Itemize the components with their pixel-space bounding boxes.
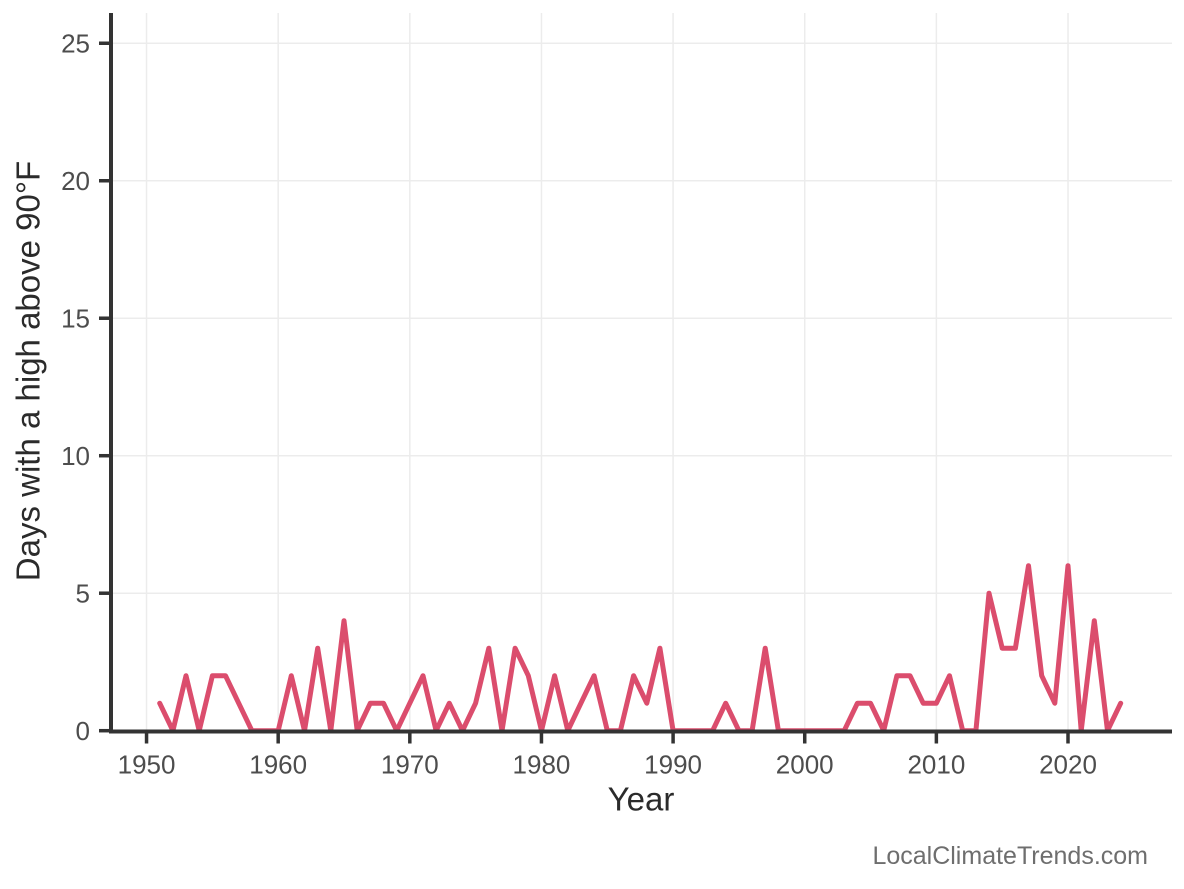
y-tick-label: 15 <box>61 304 90 334</box>
x-tick-label: 1950 <box>118 750 176 780</box>
y-tick-label: 0 <box>76 716 90 746</box>
x-tick-label: 2000 <box>776 750 834 780</box>
data-line-series <box>157 563 1124 734</box>
x-axis-title: Year <box>607 780 675 818</box>
x-tick-label: 1970 <box>381 750 439 780</box>
watermark: LocalClimateTrends.com <box>872 842 1148 870</box>
x-tick-label: 1980 <box>513 750 571 780</box>
x-tick-label: 2010 <box>907 750 965 780</box>
x-tick-label: 1960 <box>249 750 307 780</box>
y-tick-label: 25 <box>61 29 90 59</box>
y-axis-title: Days with a high above 90°F <box>9 160 47 582</box>
x-tick-label: 2020 <box>1039 750 1097 780</box>
x-tick-label: 1990 <box>644 750 702 780</box>
y-tick-label: 10 <box>61 441 90 471</box>
y-tick-label: 20 <box>61 166 90 196</box>
y-tick-label: 5 <box>76 579 90 609</box>
